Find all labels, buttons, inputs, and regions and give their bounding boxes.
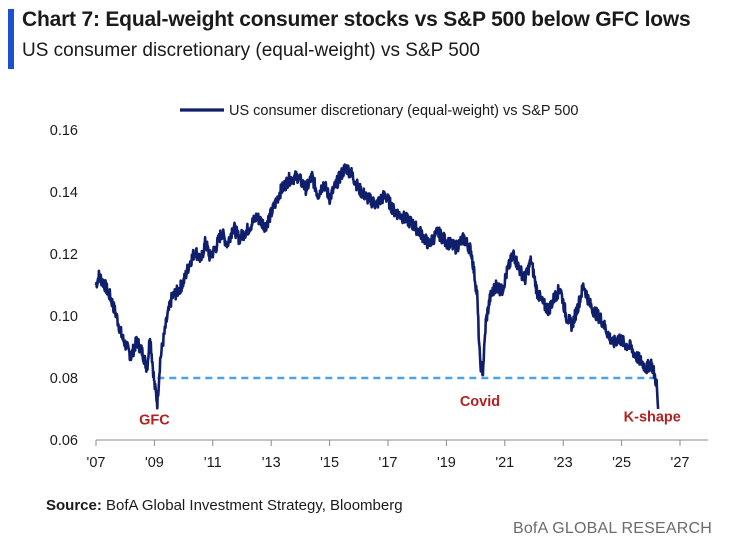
- series-line: [94, 163, 660, 410]
- x-tick-label: '11: [204, 455, 222, 471]
- source-text: BofA Global Investment Strategy, Bloombe…: [106, 497, 403, 514]
- y-tick-label: 0.16: [50, 123, 78, 139]
- x-axis: '07 '09 '11 '13 '15 '17 '19 '21 '23 '25 '27: [87, 439, 708, 471]
- title-accent-bar: [8, 9, 14, 69]
- series-layer: [94, 163, 660, 410]
- annotation-label: GFC: [139, 413, 170, 429]
- source-label: Source:: [46, 497, 102, 514]
- annotation-label: Covid: [460, 394, 500, 410]
- y-tick-label: 0.12: [50, 247, 78, 263]
- source-note: Source: BofA Global Investment Strategy,…: [46, 497, 403, 514]
- x-tick-label: '07: [87, 455, 106, 471]
- y-tick-label: 0.08: [50, 371, 78, 387]
- x-tick-label: '27: [671, 455, 690, 471]
- y-axis: 0.06 0.08 0.10 0.12 0.14 0.16: [50, 123, 78, 449]
- legend: US consumer discretionary (equal-weight)…: [180, 103, 579, 119]
- y-tick-label: 0.06: [50, 433, 78, 449]
- chart-title: Chart 7: Equal-weight consumer stocks vs…: [22, 8, 691, 31]
- x-tick-label: '21: [495, 455, 514, 471]
- x-tick-label: '19: [437, 455, 456, 471]
- x-tick-label: '23: [554, 455, 573, 471]
- y-tick-label: 0.10: [50, 309, 78, 325]
- annotation-layer: GFC Covid K-shape: [139, 394, 681, 429]
- x-tick-label: '17: [379, 455, 398, 471]
- brand-logo-text: BofA GLOBAL RESEARCH: [512, 520, 712, 537]
- legend-label: US consumer discretionary (equal-weight)…: [229, 103, 579, 119]
- chart-subtitle: US consumer discretionary (equal-weight)…: [22, 40, 480, 61]
- x-tick-label: '13: [262, 455, 281, 471]
- x-tick-label: '25: [612, 455, 631, 471]
- x-tick-label: '15: [320, 455, 339, 471]
- x-tick-label: '09: [145, 455, 164, 471]
- annotation-label: K-shape: [624, 409, 681, 425]
- y-tick-label: 0.14: [50, 185, 78, 201]
